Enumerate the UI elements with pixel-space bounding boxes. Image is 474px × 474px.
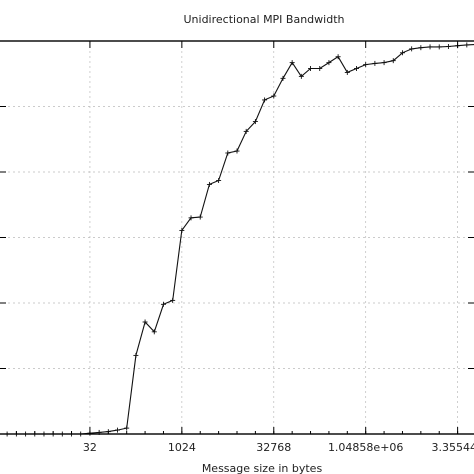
data-point xyxy=(409,46,415,52)
data-point xyxy=(124,425,130,431)
data-point xyxy=(326,60,332,66)
x-axis: 32 1024 32768 1.04858e+06 3.35544e xyxy=(0,40,474,454)
data-point xyxy=(436,44,442,50)
data-point xyxy=(390,58,396,64)
data-point xyxy=(206,181,212,187)
data-point xyxy=(262,97,268,103)
series-layer xyxy=(0,42,474,437)
data-point xyxy=(280,75,286,81)
series-line xyxy=(0,44,474,435)
data-point xyxy=(363,62,369,68)
data-point xyxy=(464,42,470,48)
x-axis-label: Message size in bytes xyxy=(202,462,323,474)
data-point xyxy=(216,178,222,184)
grid-lines xyxy=(0,41,474,434)
data-point xyxy=(252,119,258,125)
data-point xyxy=(142,319,148,325)
x-tick-label: 1024 xyxy=(168,441,196,454)
data-point xyxy=(133,352,139,358)
data-point xyxy=(170,297,176,303)
data-point xyxy=(427,44,433,50)
data-point xyxy=(151,329,157,335)
data-point xyxy=(243,128,249,134)
data-point xyxy=(179,227,185,233)
data-point xyxy=(372,60,378,66)
data-point xyxy=(418,45,424,51)
data-point xyxy=(399,50,405,56)
data-point xyxy=(225,150,231,156)
x-tick-label: 3.35544e xyxy=(431,441,474,454)
chart-title: Unidirectional MPI Bandwidth xyxy=(183,13,344,26)
data-point xyxy=(114,427,120,433)
data-point xyxy=(197,214,203,220)
data-point xyxy=(317,66,323,72)
data-point xyxy=(160,301,166,307)
x-tick-label: 1.04858e+06 xyxy=(328,441,403,454)
x-tick-label: 32 xyxy=(83,441,97,454)
data-point xyxy=(335,54,341,60)
data-point xyxy=(381,60,387,66)
data-point xyxy=(289,60,295,66)
data-point xyxy=(344,69,350,75)
data-point xyxy=(308,66,314,72)
plot-frame xyxy=(0,40,474,435)
data-point xyxy=(234,148,240,154)
data-point xyxy=(188,215,194,221)
data-point xyxy=(271,93,277,99)
data-point xyxy=(298,73,304,79)
x-tick-label: 32768 xyxy=(256,441,291,454)
data-point xyxy=(445,44,451,50)
data-point xyxy=(354,66,359,72)
